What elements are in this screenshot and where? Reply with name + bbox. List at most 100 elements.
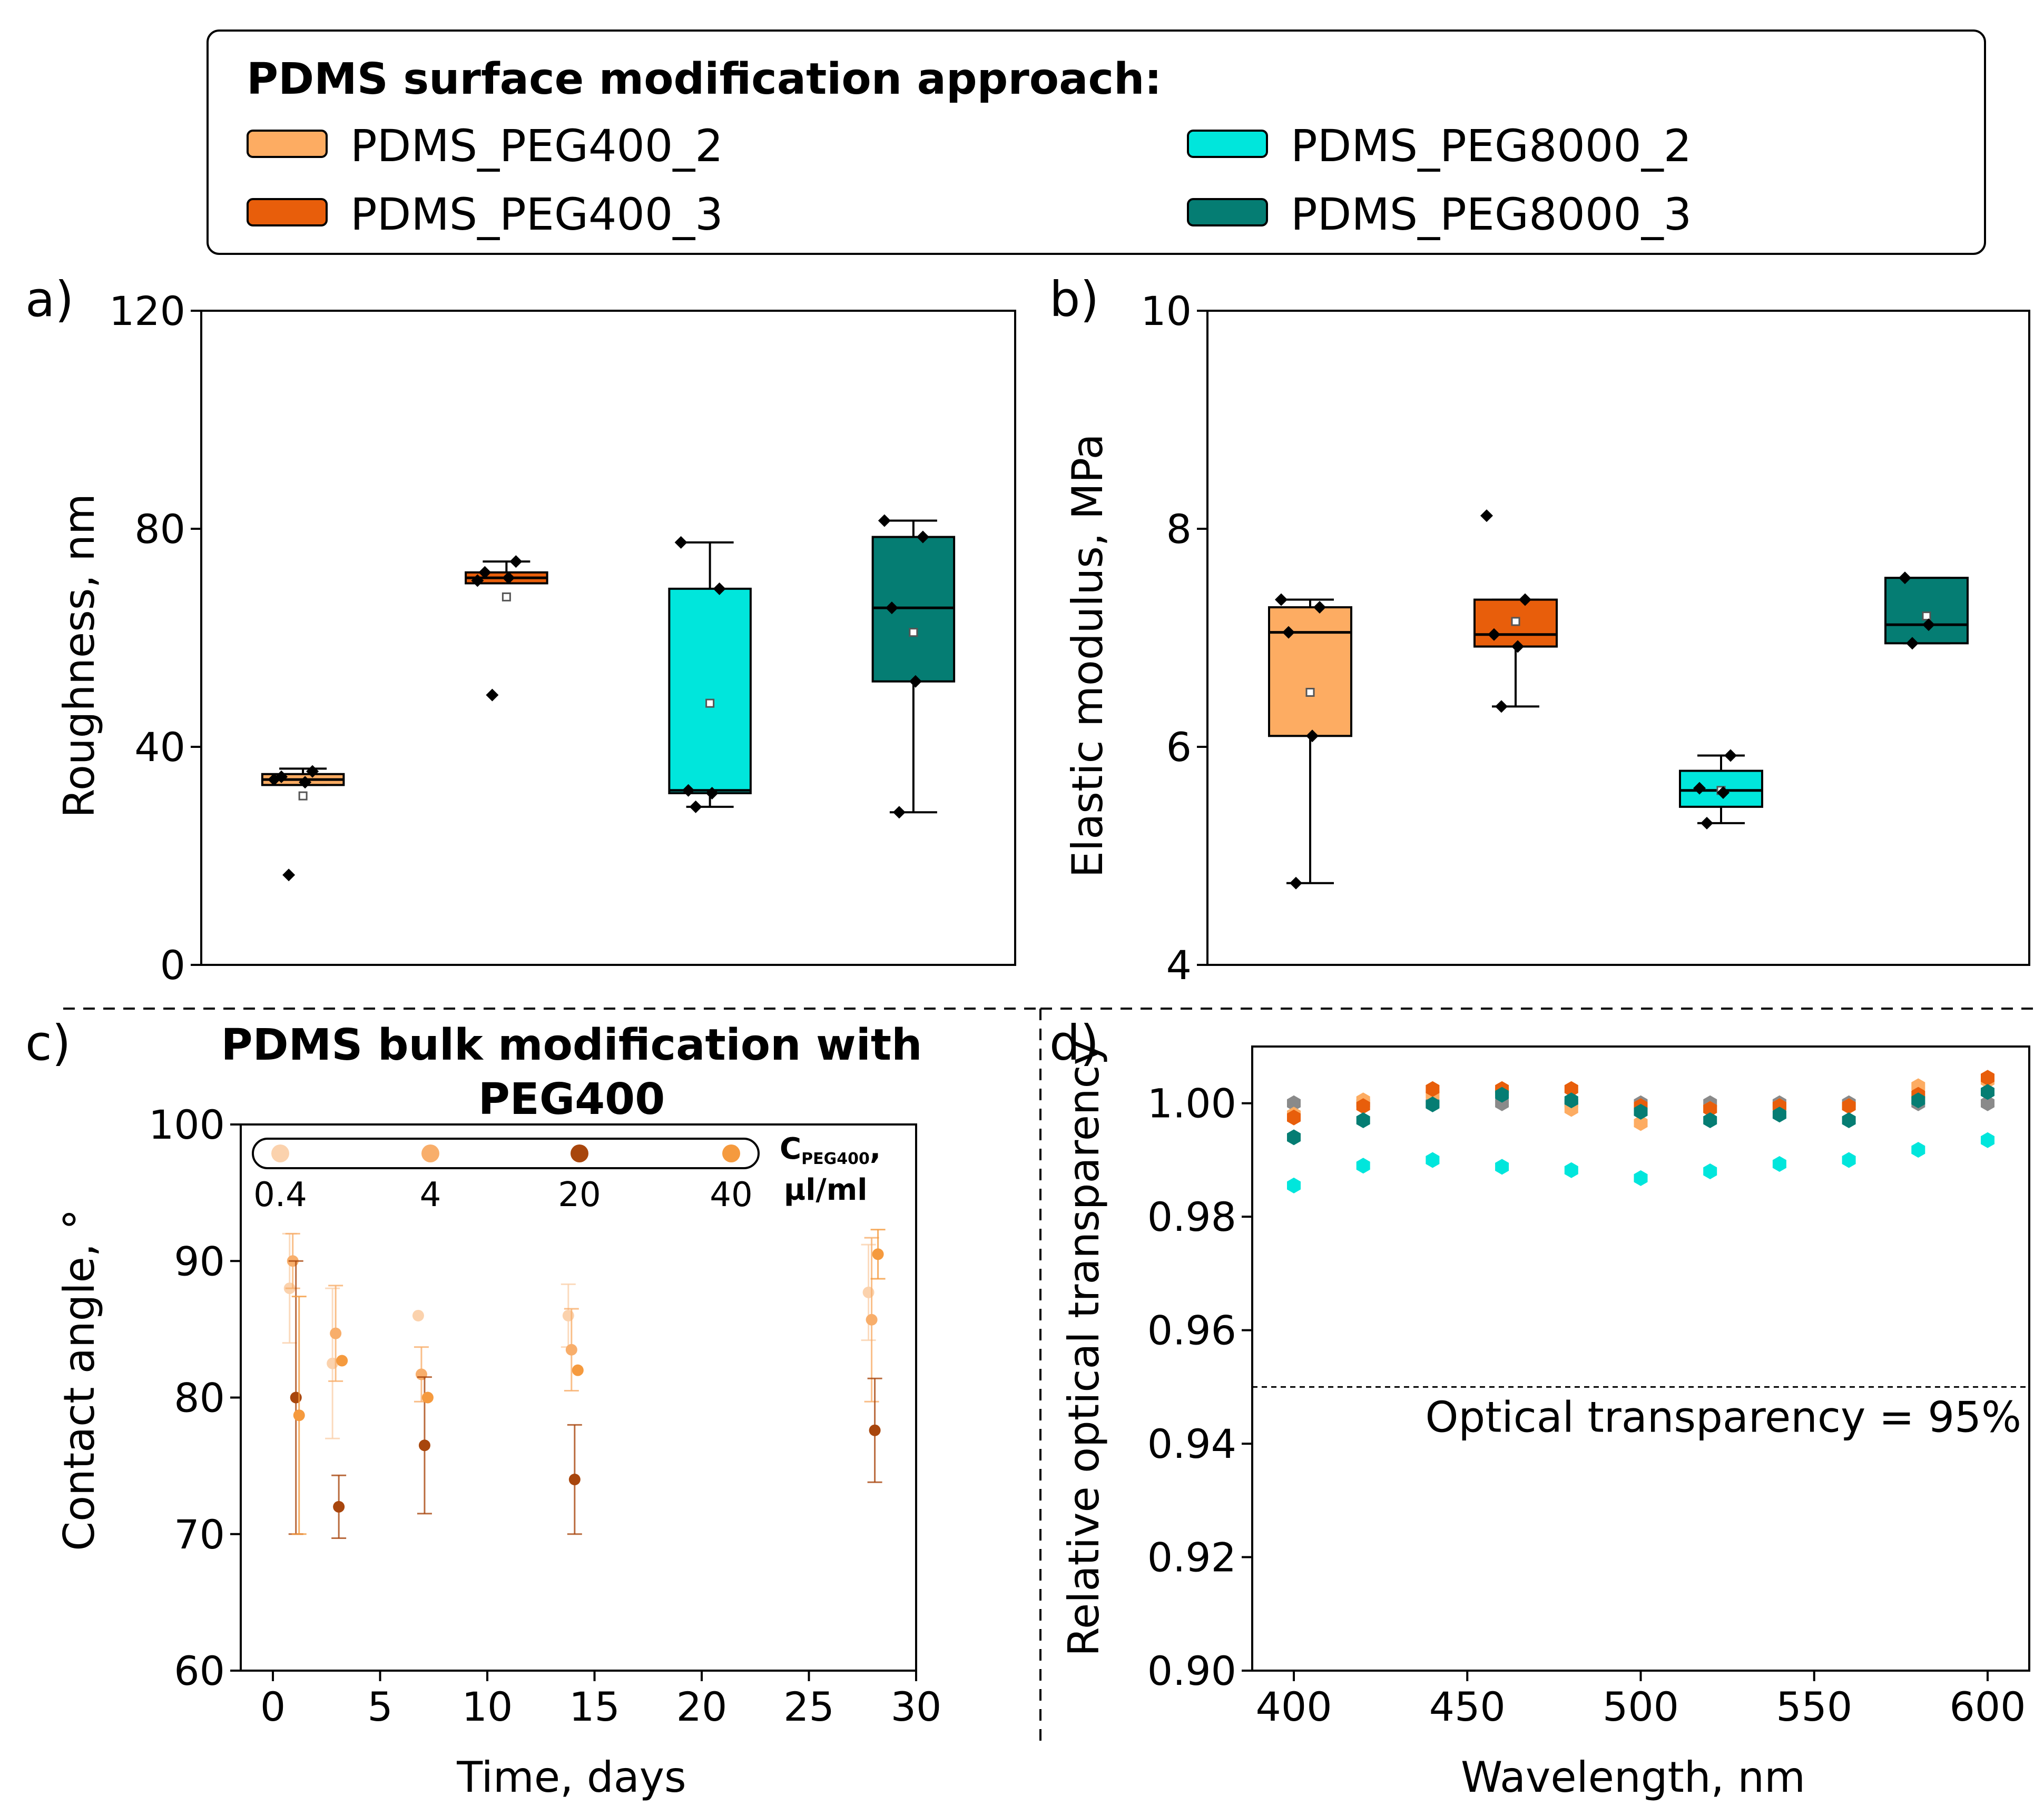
y-tick-label: 100 [149,1101,225,1148]
panel-c-title-line1: PDMS bulk modification with [221,1020,922,1070]
legend-title: PDMS surface modification approach: [247,54,1162,104]
y-tick-label: 0.92 [1147,1534,1236,1581]
data-point [419,1439,430,1451]
data-point [1287,1178,1301,1193]
box-4 [1885,578,1968,643]
box-mean-marker [1923,613,1930,620]
panel-c-legend-label: 4 [420,1176,441,1215]
data-point [1703,1163,1717,1179]
data-point [566,1344,577,1356]
box-1 [1269,607,1351,736]
y-tick-label: 120 [109,288,185,334]
data-point [412,1310,424,1321]
data-point [569,1474,581,1485]
box-data-point [1290,877,1302,890]
x-tick-label: 15 [569,1683,620,1730]
panel-c-legend-label: 20 [558,1176,601,1215]
y-tick-label: 4 [1166,942,1192,989]
panel-c-legend-label: 0.4 [253,1176,307,1215]
x-tick-label: 10 [462,1683,513,1730]
panel-c-title-line2: PEG400 [478,1074,665,1124]
reference-line-label: Optical transparency = 95% [1425,1393,2021,1442]
data-point [1911,1142,1925,1158]
data-point [1357,1158,1370,1173]
figure: PDMS surface modification approach: PDMS… [0,0,2044,1816]
panel-c-ylabel: Contact angle, ° [55,1209,104,1551]
x-tick-label: 25 [783,1683,834,1730]
panel-d-xlabel: Wavelength, nm [1461,1753,1805,1802]
panel-c-legend-frame [253,1139,759,1168]
data-point [336,1355,348,1367]
legend-swatch-peg400-3 [248,199,327,225]
legend-label-peg8000-2: PDMS_PEG8000_2 [1291,120,1692,172]
panel-c: c) PDMS bulk modification with PEG400 Co… [25,1015,941,1802]
box-mean-marker [503,593,510,600]
x-tick-label: 30 [891,1683,942,1730]
box-mean-marker [299,792,307,800]
box-mean-marker [706,699,714,707]
data-point [866,1314,878,1326]
panel-c-legend-unit-sub: PEG400 [801,1150,870,1168]
panel-d-plot-frame [1252,1047,2029,1671]
x-tick-label: 600 [1949,1683,2026,1730]
data-point [1426,1152,1439,1168]
box-data-point [878,514,891,527]
panel-c-legend-unit: CPEG400, [780,1132,881,1168]
panel-c-xlabel: Time, days [456,1753,686,1802]
box-data-point [1495,700,1508,713]
y-tick-label: 0.96 [1147,1307,1236,1354]
x-tick-label: 5 [367,1683,392,1730]
legend-label-peg400-3: PDMS_PEG400_3 [350,189,723,240]
box-data-point [1275,594,1288,606]
data-point [863,1287,874,1298]
data-point [869,1425,881,1436]
data-point [416,1368,427,1380]
x-tick-label: 500 [1603,1683,1679,1730]
y-tick-label: 0.90 [1147,1647,1236,1694]
y-tick-label: 10 [1141,288,1192,334]
box-data-point [1724,749,1737,762]
data-point [422,1392,434,1404]
y-tick-label: 8 [1166,506,1192,552]
panel-c-legend-dot-20 [571,1144,588,1162]
data-point [290,1392,302,1404]
box-data-point [1701,817,1713,830]
legend-label-peg8000-3: PDMS_PEG8000_3 [1291,189,1692,240]
x-tick-label: 400 [1255,1683,1332,1730]
panel-c-legend-dot-40 [722,1144,740,1162]
data-point [1565,1162,1578,1178]
data-point [333,1501,345,1513]
box-4 [873,537,955,682]
x-tick-label: 20 [676,1683,728,1730]
data-point [1495,1159,1509,1175]
box-data-point [1480,509,1493,522]
panel-a-ylabel: Roughness, nm [55,494,104,818]
x-tick-label: 550 [1776,1683,1852,1730]
data-point [1357,1112,1370,1128]
panel-c-legend-label: 40 [710,1176,752,1215]
data-point [1842,1112,1856,1128]
panel-b-ylabel: Elastic modulus, MPa [1063,433,1112,877]
panel-a-letter: a) [25,271,74,328]
data-point [572,1365,584,1376]
panel-c-letter: c) [25,1015,71,1071]
y-tick-label: 40 [134,724,185,771]
panel-a: a) Roughness, nm 0 40 80 120 [25,271,1015,989]
panel-c-legend-dot-0.4 [271,1144,289,1162]
box-data-point [486,689,498,702]
legend: PDMS surface modification approach: PDMS… [208,31,1985,254]
y-tick-label: 70 [174,1511,225,1558]
box-mean-marker [1306,689,1314,696]
box-mean-marker [910,629,917,636]
data-point [1703,1112,1717,1128]
x-tick-label: 450 [1429,1683,1506,1730]
y-tick-label: 60 [174,1647,225,1694]
panel-c-legend-unit-main: C [780,1132,801,1166]
panel-c-legend-unit-suffix: , [870,1132,881,1166]
y-tick-label: 0 [160,942,185,989]
box-3 [669,589,751,793]
y-tick-label: 6 [1166,724,1192,771]
y-tick-label: 80 [134,506,185,552]
box-data-point [893,806,906,818]
data-point [1981,1132,1994,1148]
